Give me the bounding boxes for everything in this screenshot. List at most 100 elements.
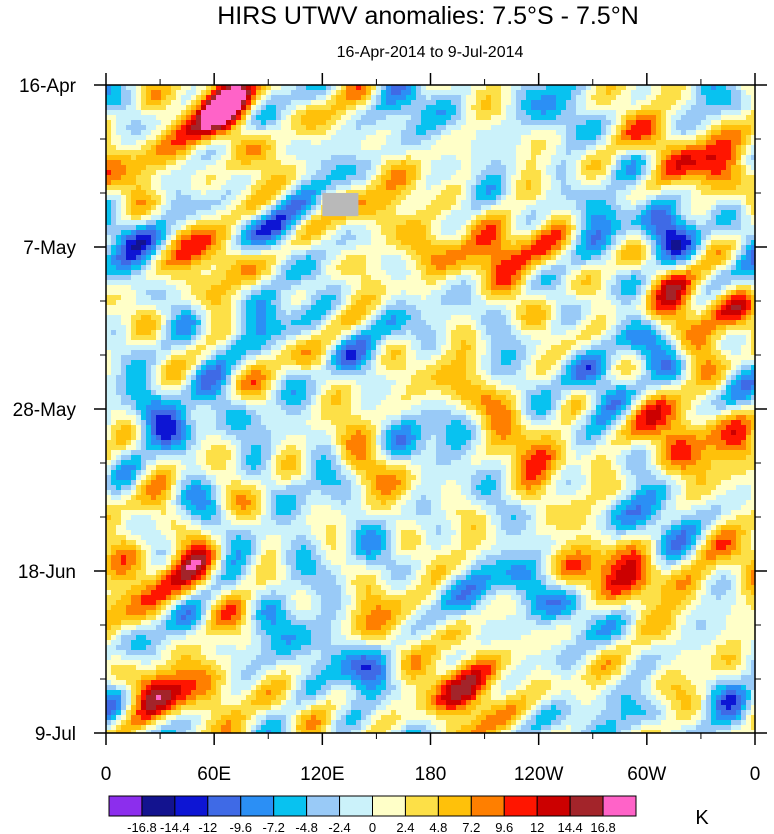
- heat-cell: [571, 110, 577, 116]
- heat-cell: [721, 170, 727, 176]
- heat-cell: [486, 205, 492, 211]
- heat-cell: [186, 230, 192, 236]
- heat-cell: [206, 225, 212, 231]
- heat-cell: [546, 140, 552, 146]
- heat-cell: [651, 130, 657, 136]
- heat-cell: [546, 195, 552, 201]
- heat-cell: [206, 195, 212, 201]
- heat-cell: [736, 85, 742, 91]
- heat-cell: [391, 220, 397, 226]
- heat-cell: [116, 235, 122, 241]
- heat-cell: [421, 185, 427, 191]
- heat-cell: [526, 150, 532, 156]
- heat-cell: [566, 190, 572, 196]
- heat-cell: [241, 265, 247, 271]
- heat-cell: [636, 240, 642, 246]
- heat-cell: [451, 115, 457, 121]
- heat-cell: [216, 140, 222, 146]
- heat-cell: [286, 95, 292, 101]
- heat-cell: [376, 120, 382, 126]
- heat-cell: [286, 195, 292, 201]
- heat-cell: [691, 150, 697, 156]
- heat-cell: [106, 240, 112, 246]
- heat-cell: [586, 265, 592, 271]
- heat-cell: [116, 155, 122, 161]
- heat-cell: [741, 115, 747, 121]
- heat-cell: [611, 175, 617, 181]
- heat-cell: [156, 210, 162, 216]
- heat-cell: [441, 135, 447, 141]
- heat-cell: [496, 135, 502, 141]
- heat-cell: [346, 100, 352, 106]
- heat-cell: [471, 155, 477, 161]
- heat-cell: [621, 85, 627, 91]
- heat-cell: [506, 180, 512, 186]
- heat-cell: [691, 130, 697, 136]
- heat-cell: [171, 180, 177, 186]
- heat-cell: [376, 85, 382, 91]
- heat-cell: [111, 200, 117, 206]
- heat-cell: [126, 265, 132, 271]
- heat-cell: [626, 180, 632, 186]
- heat-cell: [486, 200, 492, 206]
- heat-cell: [441, 260, 447, 266]
- heat-cell: [376, 260, 382, 266]
- heat-cell: [291, 250, 297, 256]
- heat-cell: [396, 190, 402, 196]
- heat-cell: [456, 250, 462, 256]
- heat-cell: [346, 125, 352, 131]
- heat-cell: [581, 125, 587, 131]
- heat-cell: [561, 160, 567, 166]
- heat-cell: [291, 255, 297, 261]
- heat-cell: [486, 105, 492, 111]
- heat-cell: [446, 205, 452, 211]
- heat-cell: [556, 265, 562, 271]
- heat-cell: [176, 190, 182, 196]
- heat-cell: [501, 170, 507, 176]
- heat-cell: [416, 245, 422, 251]
- heat-cell: [566, 95, 572, 101]
- heat-cell: [571, 100, 577, 106]
- heat-cell: [146, 115, 152, 121]
- heat-cell: [616, 135, 622, 141]
- heat-cell: [326, 165, 332, 171]
- heat-cell: [286, 210, 292, 216]
- heat-cell: [721, 240, 727, 246]
- heat-cell: [411, 245, 417, 251]
- heat-cell: [436, 260, 442, 266]
- heat-cell: [386, 240, 392, 246]
- heat-cell: [436, 205, 442, 211]
- heat-cell: [641, 175, 647, 181]
- heat-cell: [661, 160, 667, 166]
- heat-cell: [291, 200, 297, 206]
- heat-cell: [216, 85, 222, 91]
- heat-cell: [361, 220, 367, 226]
- heat-cell: [351, 215, 357, 221]
- heat-cell: [651, 190, 657, 196]
- heat-cell: [646, 260, 652, 266]
- heat-cell: [511, 135, 517, 141]
- heat-cell: [671, 260, 677, 266]
- heat-cell: [671, 90, 677, 96]
- heat-cell: [466, 265, 472, 271]
- heat-cell: [666, 170, 672, 176]
- heat-cell: [166, 270, 172, 276]
- heat-cell: [626, 155, 632, 161]
- heat-cell: [741, 160, 747, 166]
- heat-cell: [371, 140, 377, 146]
- heat-cell: [376, 175, 382, 181]
- heat-cell: [446, 110, 452, 116]
- heat-cell: [691, 255, 697, 261]
- heat-cell: [516, 120, 522, 126]
- heat-cell: [736, 155, 742, 161]
- heat-cell: [706, 210, 712, 216]
- heat-cell: [386, 235, 392, 241]
- heat-cell: [116, 275, 122, 281]
- heat-cell: [596, 265, 602, 271]
- heat-cell: [356, 210, 362, 216]
- heat-cell: [571, 185, 577, 191]
- heat-cell: [746, 90, 752, 96]
- heat-cell: [341, 230, 347, 236]
- heat-cell: [206, 275, 212, 281]
- heat-cell: [381, 115, 387, 121]
